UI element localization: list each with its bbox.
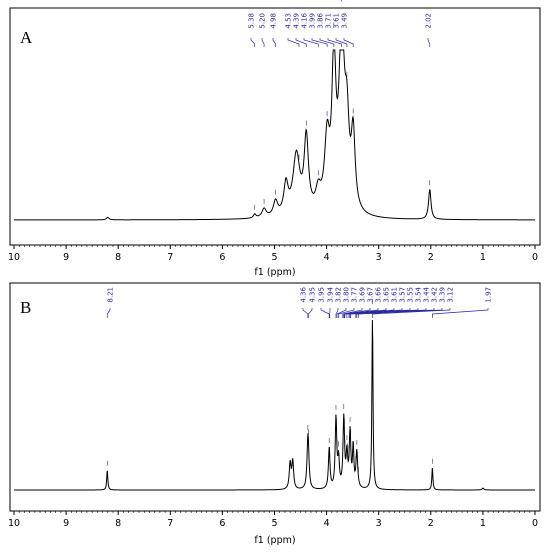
peak-label: 3.12 <box>447 287 455 303</box>
x-tick-label: 10 <box>8 252 20 263</box>
peak-label: 4.98 <box>270 13 278 29</box>
peak-label: 3.61 <box>391 287 399 303</box>
peak-label: 3.57 <box>399 287 407 303</box>
peak-label: 3.69 <box>359 287 367 303</box>
peak-leader-line <box>432 308 489 318</box>
x-tick-label: 3 <box>376 252 382 263</box>
peak-leader-line <box>320 308 330 318</box>
x-tick-label: 2 <box>428 252 434 263</box>
x-tick-label: 7 <box>167 252 173 263</box>
peak-leader-line <box>303 38 319 47</box>
peak-leader-line <box>311 38 328 47</box>
peak-leader-line <box>335 38 348 47</box>
peak-leader-line <box>287 38 300 47</box>
x-tick-label: 5 <box>271 252 277 263</box>
peak-leader-line <box>427 38 431 47</box>
peak-label: 3.39 <box>439 287 447 303</box>
peak-leader-line <box>343 38 354 47</box>
x-tick-label: 3 <box>376 518 382 529</box>
panel-a: A 5.38 5.20 4.98 4.53 4.39 4.16 3.99 3.86 3.71 3.… <box>8 0 541 278</box>
peak-label: 4.39 <box>293 13 301 29</box>
peak-leader-line <box>106 308 111 318</box>
peak-label: 5.38 <box>248 13 256 29</box>
panel-a-x-axis-title: f1 (ppm) <box>254 267 295 278</box>
peak-label: 3.80 <box>343 287 351 303</box>
peak-label: 4.16 <box>301 12 309 28</box>
panel-b-spectrum-line <box>14 319 535 491</box>
x-tick-label: 2 <box>428 518 434 529</box>
peak-leader-line <box>335 308 339 318</box>
x-tick-label: 6 <box>219 252 225 263</box>
peak-label: 4.36 <box>300 286 308 302</box>
peak-leader-line <box>344 308 387 318</box>
x-tick-label: 4 <box>324 252 330 263</box>
x-tick-label: 5 <box>271 518 277 529</box>
x-tick-label: 4 <box>324 518 330 529</box>
peak-label: 8.21 <box>107 287 115 303</box>
peak-leader-line <box>346 308 395 318</box>
x-tick-label: 9 <box>63 518 69 529</box>
peak-leader-line <box>338 308 355 318</box>
peak-leader-line <box>358 308 443 318</box>
peak-label: 3.67 <box>367 287 375 303</box>
x-tick-label: 1 <box>480 518 486 529</box>
panel-a-spectrum-line <box>14 49 535 221</box>
panel-a-peak-labels: 5.38 5.20 4.98 4.53 4.39 4.16 3.99 3.86 3.71 3.61… <box>248 0 433 210</box>
peak-label: 3.94 <box>327 286 335 302</box>
x-tick-label: 10 <box>8 518 20 529</box>
peak-label: 1.97 <box>485 287 493 303</box>
x-tick-label: 0 <box>532 252 538 263</box>
peak-leader-line <box>272 38 276 47</box>
peak-leader-line <box>327 38 343 47</box>
peak-label: 3.95 <box>318 287 326 303</box>
peak-label: 3.55 <box>407 287 415 303</box>
panel-b-label: B <box>20 298 31 317</box>
peak-leader-line <box>343 308 379 318</box>
peak-label: 3.77 <box>351 287 359 303</box>
peak-label: 3.65 <box>383 287 391 303</box>
peak-label: 2.02 <box>425 13 433 29</box>
peak-leader-line <box>308 308 313 318</box>
peak-leader-line <box>343 308 371 318</box>
peak-label: 3.49 <box>341 13 349 29</box>
peak-label: 3.71 <box>325 13 333 29</box>
peak-label: 4.53 <box>285 13 293 29</box>
peak-leader-line <box>295 38 307 47</box>
peak-label: 3.44 <box>423 286 431 302</box>
peak-leader-line <box>302 308 309 318</box>
peak-label: 3.66 <box>375 286 383 302</box>
panel-b-x-axis: 10 9 8 7 6 5 4 3 2 1 0 <box>8 510 539 529</box>
peak-label: 3.61 <box>333 13 341 29</box>
peak-leader-line <box>319 38 335 47</box>
x-tick-label: 8 <box>115 518 121 529</box>
panel-a-x-axis: 10 9 8 7 6 5 4 3 2 1 0 <box>8 244 539 263</box>
peak-label: 5.20 <box>259 13 267 29</box>
panel-b-x-axis-title: f1 (ppm) <box>254 535 295 546</box>
panel-b: B 8.21 4.36 4.35 3.95 3.94 3.82 3.80 3.77 3.69 3.… <box>8 282 541 546</box>
peak-leader-line <box>372 308 451 318</box>
peak-leader-line <box>350 308 419 318</box>
x-tick-label: 6 <box>219 518 225 529</box>
panel-b-frame <box>9 282 541 512</box>
peak-label: 3.99 <box>309 13 317 29</box>
peak-label: 3.82 <box>335 287 343 303</box>
peak-label: 3.54 <box>415 286 423 302</box>
panel-b-peak-labels: 8.21 4.36 4.35 3.95 3.94 3.82 3.80 3.77 3.69 3.67… <box>106 286 493 472</box>
x-tick-label: 8 <box>115 252 121 263</box>
x-tick-label: 9 <box>63 252 69 263</box>
peak-leader-line <box>342 308 363 318</box>
peak-leader-line <box>250 38 256 47</box>
peak-leader-line <box>336 308 347 318</box>
peak-label: 4.35 <box>309 287 317 303</box>
peak-label: 3.42 <box>431 287 439 303</box>
panel-a-label: A <box>20 28 33 47</box>
peak-leader-line <box>261 38 265 47</box>
peak-label: 3.86 <box>317 12 325 28</box>
x-tick-label: 0 <box>532 518 538 529</box>
x-tick-label: 7 <box>167 518 173 529</box>
x-tick-label: 1 <box>480 252 486 263</box>
